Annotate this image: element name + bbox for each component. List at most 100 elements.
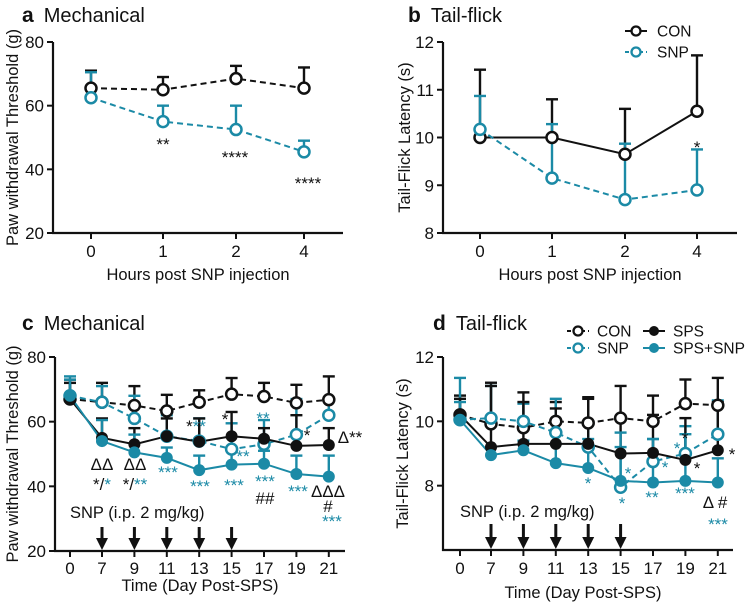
panel-title-text: Tail-flick [431,5,503,27]
arrow-down-icon [96,538,108,550]
legend-label: CON [597,324,631,341]
panel-letter: b [408,4,421,27]
x-axis-label: Time (Day Post-SPS) [121,577,278,595]
x-axis-label: Hours post SNP injection [498,266,681,284]
data-point-con [613,411,628,425]
x-tick-label: 7 [486,559,495,578]
data-point-sps+snp [711,476,724,489]
data-point-snp [545,171,559,185]
data-point-sps+snp [193,464,206,477]
x-tick-label: 0 [455,559,464,578]
x-tick-label: 1 [547,242,556,261]
data-point-sps+snp [258,457,270,470]
data-point-snp [516,414,531,429]
data-point-snp [156,114,170,129]
annotation-part: ** [349,428,363,447]
significance-annotation: *** [186,417,206,436]
y-axis-label: Paw withdrawal Threshold (g) [4,29,22,246]
x-axis-label: Time (Day Post-SPS) [504,584,661,602]
y-tick-label: 10 [415,412,434,431]
data-point-con [646,414,660,429]
annotation-part: * [104,475,111,494]
x-tick-label: 15 [611,559,630,578]
arrow-down-icon [517,537,530,549]
data-point-sps+snp [517,444,530,457]
y-tick-label: 20 [25,224,44,243]
arrow-down-icon [193,538,206,550]
significance-annotation: * [694,138,701,157]
annotation-part: *** [255,472,275,491]
annotation-part: * [694,138,701,157]
panel-letter: d [433,312,446,335]
series-line-snp [479,128,698,201]
significance-annotation: * [694,459,701,478]
data-point-con [297,81,311,95]
x-tick-label: 0 [65,559,74,578]
significance-annotation: *** [158,463,178,482]
arrow-down-icon [225,538,238,550]
data-point-snp [711,427,725,441]
data-point-con [549,414,563,429]
annotation-part: Δ # [703,493,728,512]
annotation-part: # [323,497,333,516]
significance-annotation: */** [123,475,148,494]
y-tick-label: 80 [25,33,44,52]
y-tick-label: 11 [416,81,434,100]
annotation-part: * [625,464,632,483]
data-point-sps [322,438,335,451]
legend-label: SPS [673,324,704,341]
annotation-part: * [682,429,689,448]
data-point-snp [224,442,239,456]
data-point-con [127,398,142,413]
data-point-snp [297,145,311,159]
significance-annotation: *** [224,476,244,495]
y-tick-label: 20 [27,542,46,561]
panel-d: d Tail-flick 8 10 12 0 7 9 11 13 15 17 19 21 Time (Day… [394,312,745,602]
significance-annotation: **** [222,148,249,167]
significance-annotation: ** [236,447,250,466]
y-tick-label: 12 [415,348,434,367]
significance-annotation: ΔΔΔ [311,482,345,501]
data-point-con [192,395,206,410]
significance-annotation: * [304,426,311,445]
x-tick-label: 1 [158,242,167,261]
x-tick-label: 19 [287,559,306,578]
data-point-sps+snp [485,449,497,462]
data-point-con [711,398,725,412]
annotation-part: * [674,439,681,458]
data-point-sps+snp [614,474,627,487]
data-point-con [545,130,559,145]
data-point-con [618,147,632,161]
data-point-snp [229,122,243,137]
panel-title: c Mechanical [22,312,145,335]
annotation-part: * [619,494,626,513]
annotation-part: *** [224,476,244,495]
legend-marker-sps+snp [649,343,659,353]
legend-marker-snp [572,342,584,354]
data-point-snp [322,408,336,422]
annotation-part: * [694,459,701,478]
y-tick-label: 8 [425,224,434,243]
data-point-sps+snp [549,457,562,470]
annotation-part: ** [645,488,659,507]
data-point-con [690,104,704,118]
x-tick-label: 9 [519,559,528,578]
data-point-sps+snp [160,451,173,464]
data-point-sps [225,430,238,443]
legend-label: SNP [657,45,689,62]
data-point-con [224,387,239,401]
panel-a: a Mechanical 20 40 60 80 0 1 2 4 Hours post SNP in… [4,4,343,284]
annotation-part: *** [288,482,308,501]
x-tick-label: 19 [676,559,695,578]
data-point-snp [690,183,704,197]
legend-marker-sps [649,326,659,336]
x-tick-label: 21 [708,559,727,578]
y-axis-label: Tail-Flick Latency (s) [396,62,414,212]
data-point-snp [618,192,632,207]
annotation-part: *** [158,463,178,482]
significance-annotation: # [323,497,333,516]
data-point-sps+snp [679,474,692,487]
data-point-sps [258,432,270,445]
arrow-down-icon [160,538,173,550]
data-point-snp [84,90,98,105]
